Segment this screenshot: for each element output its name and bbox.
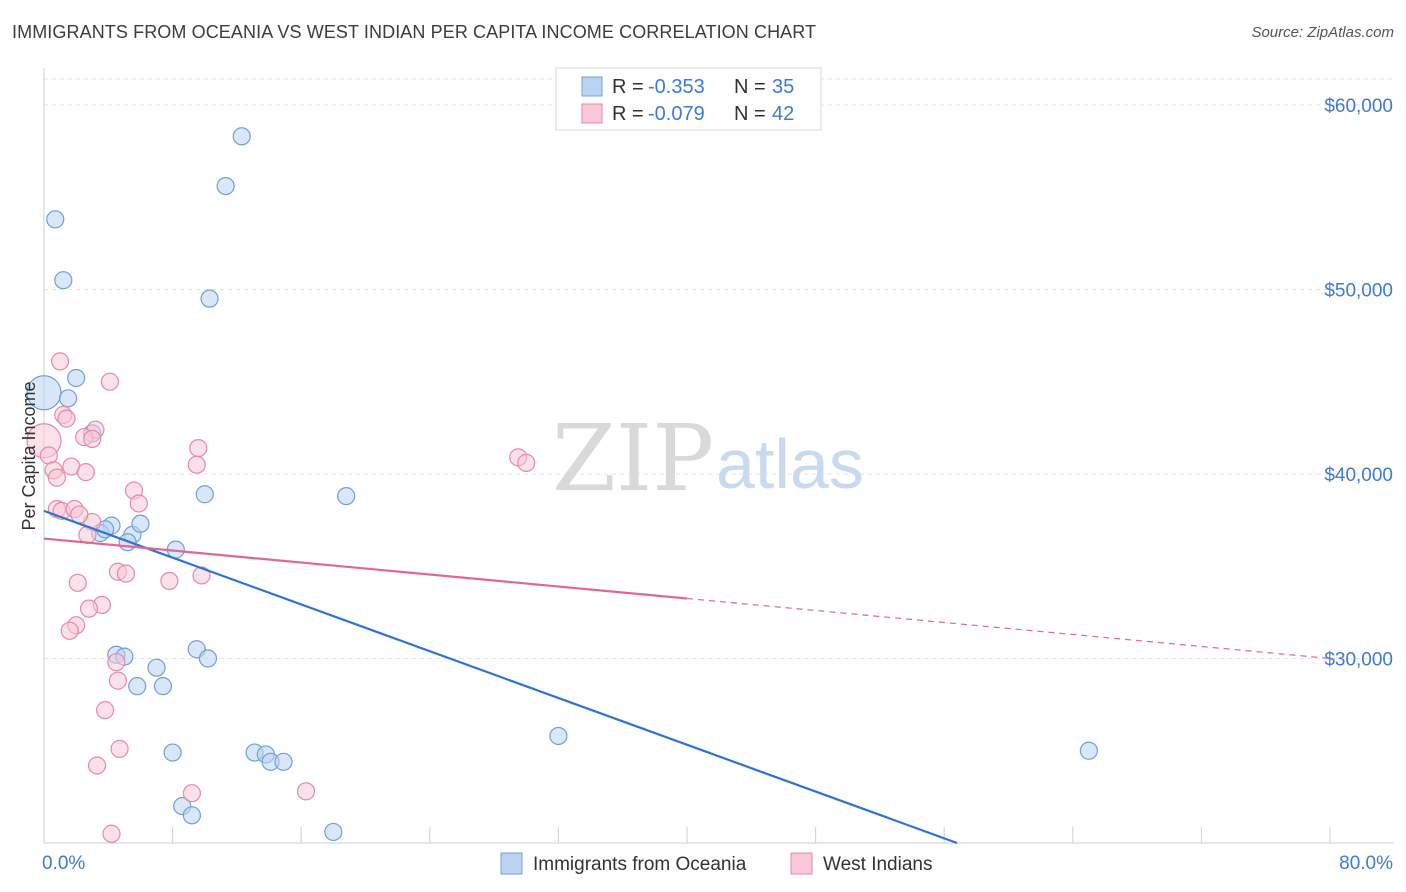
west-indian-point bbox=[57, 409, 76, 428]
west-indian-trend-extension bbox=[686, 597, 1331, 660]
oceania-trend-line bbox=[43, 509, 958, 845]
west-indian-point bbox=[47, 468, 66, 487]
oceania-point bbox=[67, 368, 86, 388]
west-indian-point bbox=[95, 701, 115, 720]
legend-r-label: R = bbox=[612, 76, 644, 98]
legend-r-value: -0.353 bbox=[648, 76, 705, 98]
oceania-point bbox=[147, 658, 166, 677]
west-indian-point bbox=[160, 571, 179, 591]
oceania-point bbox=[153, 677, 173, 696]
gridlines bbox=[44, 78, 1394, 659]
legend-n-value: 35 bbox=[772, 76, 794, 98]
legend-n-label: N = bbox=[734, 103, 766, 125]
y-tick-label: $30,000 bbox=[1324, 649, 1393, 670]
oceania-point bbox=[59, 389, 78, 408]
west-indian-point bbox=[50, 352, 70, 371]
chart-title: IMMIGRANTS FROM OCEANIA VS WEST INDIAN P… bbox=[12, 22, 817, 42]
watermark-atlas: atlas bbox=[716, 425, 864, 503]
west-indian-point bbox=[79, 599, 99, 618]
legend-n-value: 42 bbox=[772, 103, 794, 125]
west-indian-point bbox=[60, 621, 79, 640]
y-tick-label: $60,000 bbox=[1324, 96, 1393, 117]
series-swatch-west-indians bbox=[790, 852, 813, 875]
watermark-zip: ZIP bbox=[552, 405, 714, 512]
west-indian-point bbox=[189, 439, 208, 458]
legend-swatch-oceania bbox=[581, 76, 603, 97]
series-legend: Immigrants from Oceania West Indians bbox=[500, 852, 932, 875]
west-indian-point bbox=[517, 453, 536, 472]
series-swatch-oceania bbox=[500, 852, 523, 875]
oceania-point bbox=[216, 176, 235, 196]
west-indian-point bbox=[182, 784, 201, 803]
legend-r-value: -0.079 bbox=[648, 103, 705, 125]
oceania-point bbox=[232, 127, 251, 146]
oceania-point bbox=[163, 743, 182, 762]
source-credit: Source: ZipAtlas.com bbox=[1251, 24, 1394, 41]
oceania-point bbox=[195, 485, 214, 504]
y-axis-label: Per Capita Income bbox=[19, 381, 39, 530]
correlation-legend: R = -0.353 N = 35 R = -0.079 N = 42 bbox=[555, 67, 822, 131]
oceania-point bbox=[128, 677, 147, 696]
series-label-oceania: Immigrants from Oceania bbox=[533, 854, 747, 875]
oceania-point bbox=[324, 822, 343, 842]
west-indian-trend-line bbox=[43, 537, 688, 600]
west-indian-point bbox=[296, 782, 316, 801]
oceania-point bbox=[46, 210, 65, 229]
west-indian-point bbox=[107, 653, 126, 672]
y-tick-label: $40,000 bbox=[1324, 465, 1393, 486]
west-indian-point bbox=[192, 566, 211, 585]
data-points bbox=[26, 127, 1098, 843]
x-tick-labels: 0.0% 80.0% bbox=[42, 853, 1393, 874]
oceania-point bbox=[549, 726, 568, 746]
oceania-point bbox=[337, 486, 356, 506]
oceania-point bbox=[1079, 741, 1098, 760]
series-label-west-indians: West Indians bbox=[823, 854, 932, 875]
west-indian-point bbox=[116, 564, 136, 583]
west-indian-point bbox=[110, 739, 129, 758]
y-tick-labels: $30,000 $40,000 $50,000 $60,000 bbox=[1324, 96, 1393, 671]
oceania-point bbox=[131, 514, 150, 533]
west-indian-point bbox=[87, 756, 107, 775]
west-indian-point bbox=[100, 372, 120, 391]
x-tick-label: 80.0% bbox=[1339, 853, 1393, 874]
west-indian-point bbox=[83, 429, 102, 448]
legend-n-label: N = bbox=[734, 76, 766, 98]
legend-r-label: R = bbox=[612, 103, 644, 125]
trend-lines bbox=[43, 509, 1331, 845]
oceania-point bbox=[198, 649, 218, 668]
west-indian-point bbox=[68, 573, 87, 592]
watermark: ZIP atlas bbox=[552, 405, 864, 512]
west-indian-point bbox=[187, 455, 206, 474]
west-indian-point bbox=[129, 494, 148, 513]
x-tick-label: 0.0% bbox=[42, 853, 85, 874]
y-tick-label: $50,000 bbox=[1324, 280, 1393, 301]
west-indian-point bbox=[102, 824, 121, 843]
legend-swatch-west-indians bbox=[581, 103, 603, 124]
west-indian-point bbox=[108, 671, 128, 690]
west-indian-point bbox=[76, 463, 95, 482]
oceania-point bbox=[274, 752, 293, 771]
oceania-point bbox=[54, 271, 73, 290]
oceania-point bbox=[200, 289, 219, 308]
oceania-point bbox=[182, 806, 201, 825]
